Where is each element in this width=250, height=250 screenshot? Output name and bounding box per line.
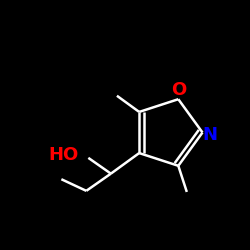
Text: O: O (171, 82, 186, 100)
Text: HO: HO (48, 146, 78, 164)
Text: N: N (202, 126, 218, 144)
